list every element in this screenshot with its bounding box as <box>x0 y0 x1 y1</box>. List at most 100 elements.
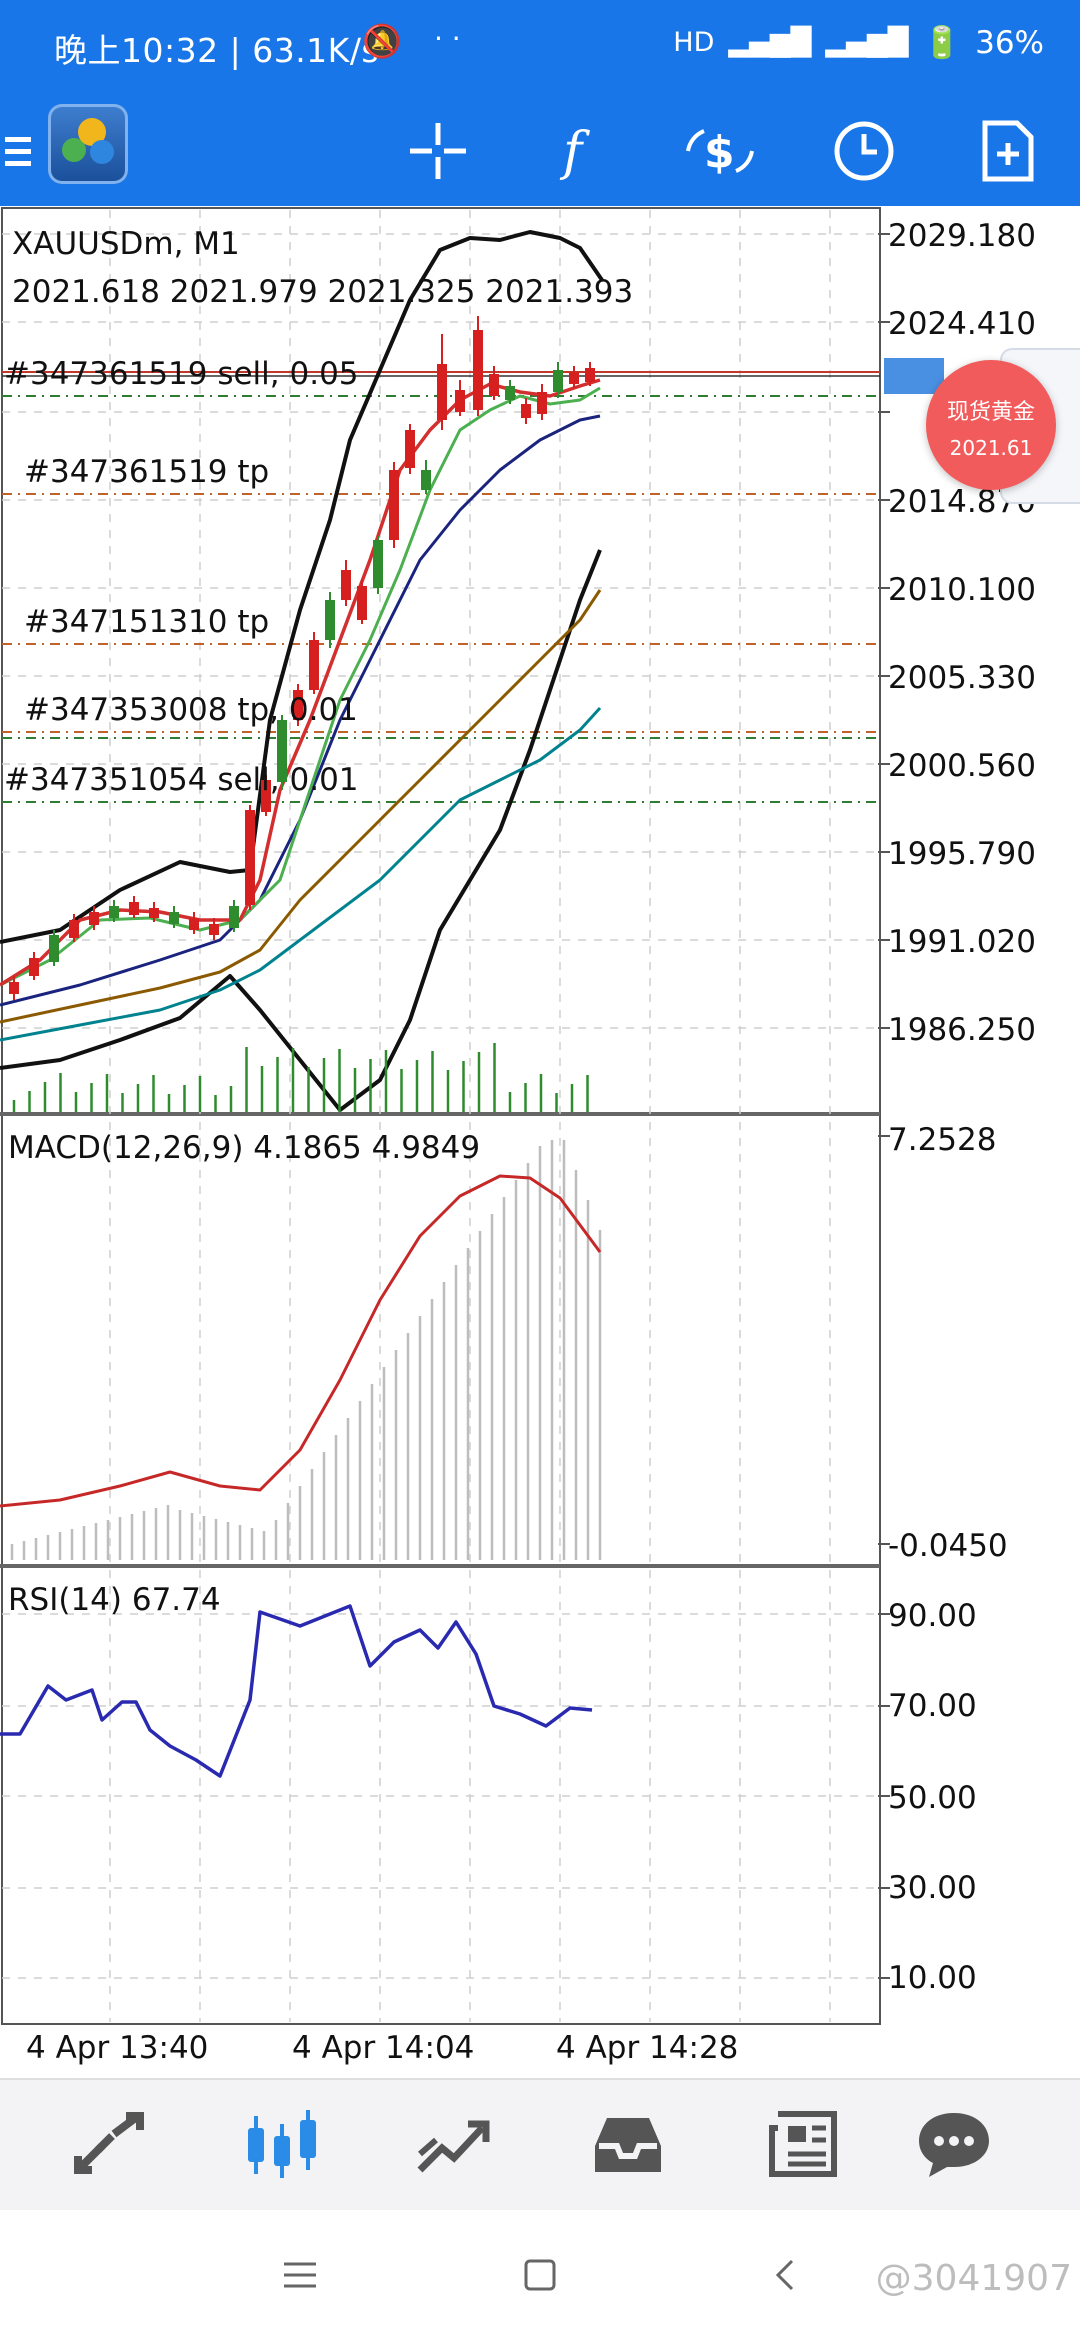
rsi-tick: 70.00 <box>888 1688 977 1724</box>
nav-back-icon[interactable] <box>746 2210 826 2340</box>
candle-body <box>209 924 219 935</box>
rsi-line <box>0 1604 593 1778</box>
trade-icon[interactable]: $ <box>678 96 762 206</box>
candle-body <box>373 540 383 588</box>
candle-body <box>89 912 99 925</box>
candle-body <box>569 372 579 384</box>
nav-home-icon[interactable] <box>500 2210 580 2340</box>
candle-body <box>455 390 465 412</box>
candle-body <box>489 374 499 396</box>
macd-scale-bottom: -0.0450 <box>888 1528 1008 1564</box>
candle-body <box>389 470 399 540</box>
candle-body <box>277 720 287 782</box>
status-time: 晚上10:32 | 63.1K/s <box>54 31 380 70</box>
macd-label: MACD(12,26,9) 4.1865 4.9849 <box>8 1130 481 1166</box>
time-tick: 4 Apr 14:04 <box>292 2030 475 2066</box>
candle-body <box>69 920 79 938</box>
floating-price-bubble[interactable]: 现货黄金 2021.61 <box>926 360 1056 490</box>
candle-body <box>129 902 139 915</box>
rsi-tick: 10.00 <box>888 1960 977 1996</box>
battery-icon: 🔋 <box>922 25 962 61</box>
candles-icon <box>248 2110 316 2178</box>
time-tick: 4 Apr 13:40 <box>26 2030 209 2066</box>
macd-scale-top: 7.2528 <box>888 1122 997 1158</box>
order-label-1[interactable]: #347361519 sell, 0.05 <box>4 356 359 392</box>
bubble-symbol: 现货黄金 <box>946 400 1035 425</box>
ma-brown <box>0 589 602 1024</box>
nav-menu-icon[interactable] <box>260 2210 340 2340</box>
tab-messages[interactable] <box>904 2100 1004 2190</box>
price-tick: 2005.330 <box>888 660 1036 696</box>
candle-body <box>341 570 351 600</box>
candle-body <box>49 935 59 962</box>
chart-canvas[interactable] <box>0 206 1080 2076</box>
price-tick: 1991.020 <box>888 924 1036 960</box>
candle-body <box>357 586 367 620</box>
macd-signal <box>0 1174 602 1508</box>
candle-body <box>109 906 119 918</box>
candle-body <box>437 364 447 420</box>
more-dots-icon: · · <box>434 22 461 55</box>
price-tick: 2024.410 <box>888 306 1036 342</box>
bollinger-upper <box>0 230 604 944</box>
candle-body <box>421 470 431 490</box>
app-logo <box>48 104 128 184</box>
crosshair-icon[interactable] <box>396 96 480 206</box>
candle-body <box>149 908 159 918</box>
candle-body <box>521 404 531 418</box>
candle-body <box>325 600 335 640</box>
candle-body <box>9 982 19 994</box>
price-tick: 1995.790 <box>888 836 1036 872</box>
rsi-label: RSI(14) 67.74 <box>8 1582 221 1618</box>
menu-icon[interactable] <box>0 96 40 206</box>
battery-percent: 36% <box>975 24 1044 61</box>
candle-body <box>229 906 239 928</box>
clock-icon[interactable] <box>822 96 906 206</box>
rsi-pane-border <box>1 1565 881 2025</box>
candle-body <box>473 330 483 410</box>
candle-body <box>537 392 547 414</box>
price-tick: 1986.250 <box>888 1012 1036 1048</box>
order-label-4[interactable]: #347353008 tp, 0.01 <box>24 692 358 728</box>
price-chart[interactable] <box>0 206 1080 2076</box>
inbox-icon <box>595 2118 661 2172</box>
tab-history[interactable] <box>578 2100 678 2190</box>
signal-icon-1: ▂▄▆█ <box>728 27 812 58</box>
tab-news[interactable] <box>752 2100 852 2190</box>
rsi-tick: 50.00 <box>888 1780 977 1816</box>
candle-body <box>29 958 39 976</box>
candle-body <box>189 918 199 930</box>
current-price-tag <box>884 358 944 394</box>
ohlc-values: 2021.618 2021.979 2021.325 2021.393 <box>12 274 634 310</box>
news-icon <box>769 2111 837 2177</box>
system-nav-bar <box>0 2210 1080 2340</box>
indicators-icon[interactable]: f <box>538 96 622 206</box>
candle-body <box>261 780 271 812</box>
candle-body <box>309 640 319 690</box>
tab-chart[interactable] <box>232 2100 332 2190</box>
order-label-2[interactable]: #347361519 tp <box>24 454 270 490</box>
tab-trade[interactable] <box>402 2100 502 2190</box>
bottom-tab-bar <box>0 2078 1080 2210</box>
time-tick: 4 Apr 14:28 <box>556 2030 739 2066</box>
candle-body <box>553 370 563 392</box>
new-order-icon[interactable] <box>966 96 1050 206</box>
price-tick: 2029.180 <box>888 218 1036 254</box>
status-bar: 晚上10:32 | 63.1K/s 🔕 · · HD ▂▄▆█ ▂▄▆█ 🔋 3… <box>0 0 1080 96</box>
order-label-3[interactable]: #347151310 tp <box>24 604 270 640</box>
ma-teal <box>0 706 602 1042</box>
order-label-5[interactable]: #347351054 sell, 0.01 <box>4 762 359 798</box>
bubble-price: 2021.61 <box>949 436 1033 460</box>
tab-quotes[interactable] <box>58 2100 158 2190</box>
signal-icon-2: ▂▄▆█ <box>825 27 909 58</box>
hd-icon: HD <box>673 27 715 58</box>
watermark: @3041907 <box>875 2258 1072 2299</box>
rsi-tick: 30.00 <box>888 1870 977 1906</box>
ma-blue <box>0 414 601 1007</box>
status-right: HD ▂▄▆█ ▂▄▆█ 🔋 36% <box>673 24 1044 62</box>
svg-text:f: f <box>559 122 590 181</box>
app-toolbar: f $ <box>0 96 1080 206</box>
bollinger-lower <box>0 549 602 1112</box>
candle-body <box>245 810 255 905</box>
mute-icon: 🔕 <box>362 22 402 60</box>
